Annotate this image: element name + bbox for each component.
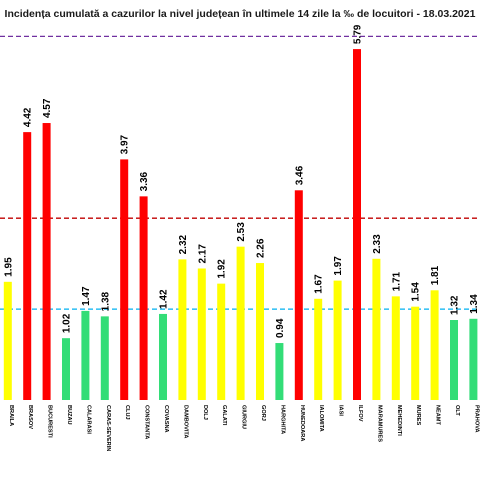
value-label: 1.95 xyxy=(3,257,14,277)
value-label: 2.26 xyxy=(256,238,267,258)
value-label: 4.42 xyxy=(23,107,34,127)
bar-hunedoara xyxy=(294,190,303,400)
bar-giurgiu xyxy=(236,246,245,400)
category-label: COVASNA xyxy=(163,405,169,433)
category-label: ILFOV xyxy=(357,405,363,422)
value-label: 1.81 xyxy=(430,265,441,285)
category-label: IASI xyxy=(338,405,344,416)
category-label: DOLJ xyxy=(202,405,208,420)
bar-caras-severin xyxy=(100,316,109,400)
value-label: 1.34 xyxy=(469,294,480,314)
bar-olt xyxy=(450,320,458,400)
value-label: 1.42 xyxy=(159,289,170,309)
bar-harghita xyxy=(275,343,284,400)
bar-iasi xyxy=(333,280,342,400)
category-label: NEAMT xyxy=(435,405,441,425)
bar-bucuresti xyxy=(42,123,51,400)
category-label: BUZAU xyxy=(66,405,72,425)
bar-ilfov xyxy=(353,49,361,400)
bar-ialomita xyxy=(314,298,323,400)
category-label: BUCURESTI xyxy=(47,405,53,438)
bar-buzau xyxy=(62,338,70,400)
chart-title: Incidența cumulată a cazurilor la nivel … xyxy=(4,8,476,20)
value-label: 3.97 xyxy=(120,134,131,154)
value-label: 1.54 xyxy=(411,282,422,302)
value-label: 2.17 xyxy=(197,244,208,264)
category-label: HUNEDOARA xyxy=(299,405,305,441)
category-label: CLUJ xyxy=(124,405,130,420)
value-label: 3.46 xyxy=(294,165,305,185)
bar-dambovita xyxy=(178,259,187,400)
value-label: 1.32 xyxy=(450,295,461,315)
value-label: 1.71 xyxy=(391,271,402,291)
value-label: 0.94 xyxy=(275,318,286,338)
bar-prahova xyxy=(469,318,478,400)
category-label: CALARASI xyxy=(85,405,91,434)
bar-dolj xyxy=(197,268,206,400)
bar-braila xyxy=(3,281,12,400)
category-label: CONSTANTA xyxy=(144,405,150,439)
bar-galati xyxy=(217,283,226,400)
category-label: GIURGIU xyxy=(241,405,247,429)
category-label: BRASOV xyxy=(27,405,33,429)
value-label: 2.33 xyxy=(372,234,383,254)
category-label: MURES xyxy=(415,405,421,425)
value-label: 1.38 xyxy=(100,291,111,311)
value-label: 5.79 xyxy=(353,24,364,44)
category-label: PRAHOVA xyxy=(473,405,479,433)
category-label: HARGHITA xyxy=(279,405,285,434)
category-label: GORJ xyxy=(260,405,266,421)
category-label: MEHEDINTI xyxy=(396,405,402,436)
value-label: 1.97 xyxy=(333,256,344,276)
category-label: CARAS-SEVERIN xyxy=(105,405,111,451)
value-label: 4.57 xyxy=(42,98,53,118)
bar-constanta xyxy=(139,196,148,400)
bar-calarasi xyxy=(81,310,90,400)
category-label: BRAILA xyxy=(8,405,14,426)
bar-neamt xyxy=(430,290,439,400)
value-label: 1.92 xyxy=(217,259,228,279)
bar-brasov xyxy=(23,132,32,400)
bar-maramures xyxy=(372,258,381,400)
value-label: 1.02 xyxy=(62,313,73,333)
category-label: MARAMURES xyxy=(376,405,382,442)
value-label: 3.36 xyxy=(139,171,150,191)
value-label: 2.53 xyxy=(236,222,247,242)
category-label: OLT xyxy=(454,405,460,416)
bar-gorj xyxy=(256,263,264,400)
bar-covasna xyxy=(159,313,167,400)
bar-cluj xyxy=(120,159,129,400)
category-label: IALOMITA xyxy=(318,405,324,432)
value-label: 1.47 xyxy=(81,286,92,306)
category-label: GALATI xyxy=(221,405,227,426)
bar-mehedinti xyxy=(391,296,400,400)
category-label: DAMBOVITA xyxy=(182,405,188,438)
value-label: 1.67 xyxy=(314,274,325,294)
bar-mures xyxy=(411,306,420,400)
value-label: 2.32 xyxy=(178,234,189,254)
